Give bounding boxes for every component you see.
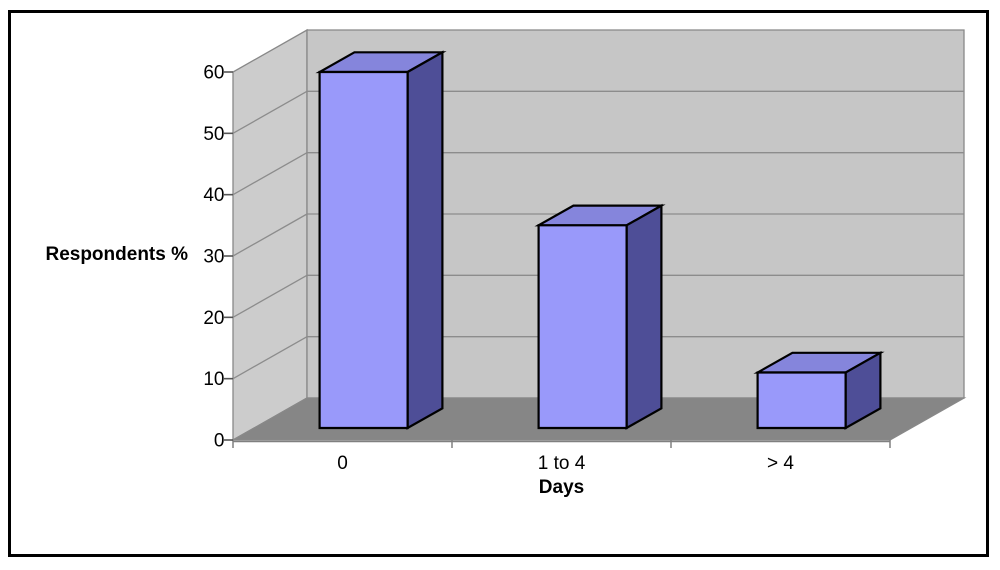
y-tick-label: 30 <box>203 247 224 268</box>
bar <box>318 70 409 430</box>
y-tick-label: 10 <box>203 369 224 390</box>
bar <box>537 224 628 430</box>
bar-side-face <box>406 50 444 430</box>
y-tick-label: 60 <box>203 63 224 84</box>
bar-side-face <box>625 203 663 430</box>
y-tick-label: 0 <box>214 431 225 452</box>
figure-border: 0 10 20 30 40 50 60 0 1 to 4 > 4 <box>8 10 989 557</box>
y-tick-label: 20 <box>203 308 224 329</box>
side-wall-gridline <box>232 274 308 318</box>
x-axis-title: Days <box>538 477 585 498</box>
y-tick-label: 40 <box>203 185 224 206</box>
side-wall-gridline <box>232 152 308 196</box>
category-label: 0 <box>337 453 348 474</box>
side-wall-gridline <box>232 336 308 380</box>
category-label: 1 to 4 <box>538 453 586 474</box>
y-axis-title: Respondents % <box>45 244 188 265</box>
category-label: > 4 <box>767 453 794 474</box>
bar <box>756 371 847 430</box>
side-wall-gridline <box>232 90 308 134</box>
y-tick-label: 50 <box>203 124 224 145</box>
side-wall-gridline <box>232 213 308 257</box>
